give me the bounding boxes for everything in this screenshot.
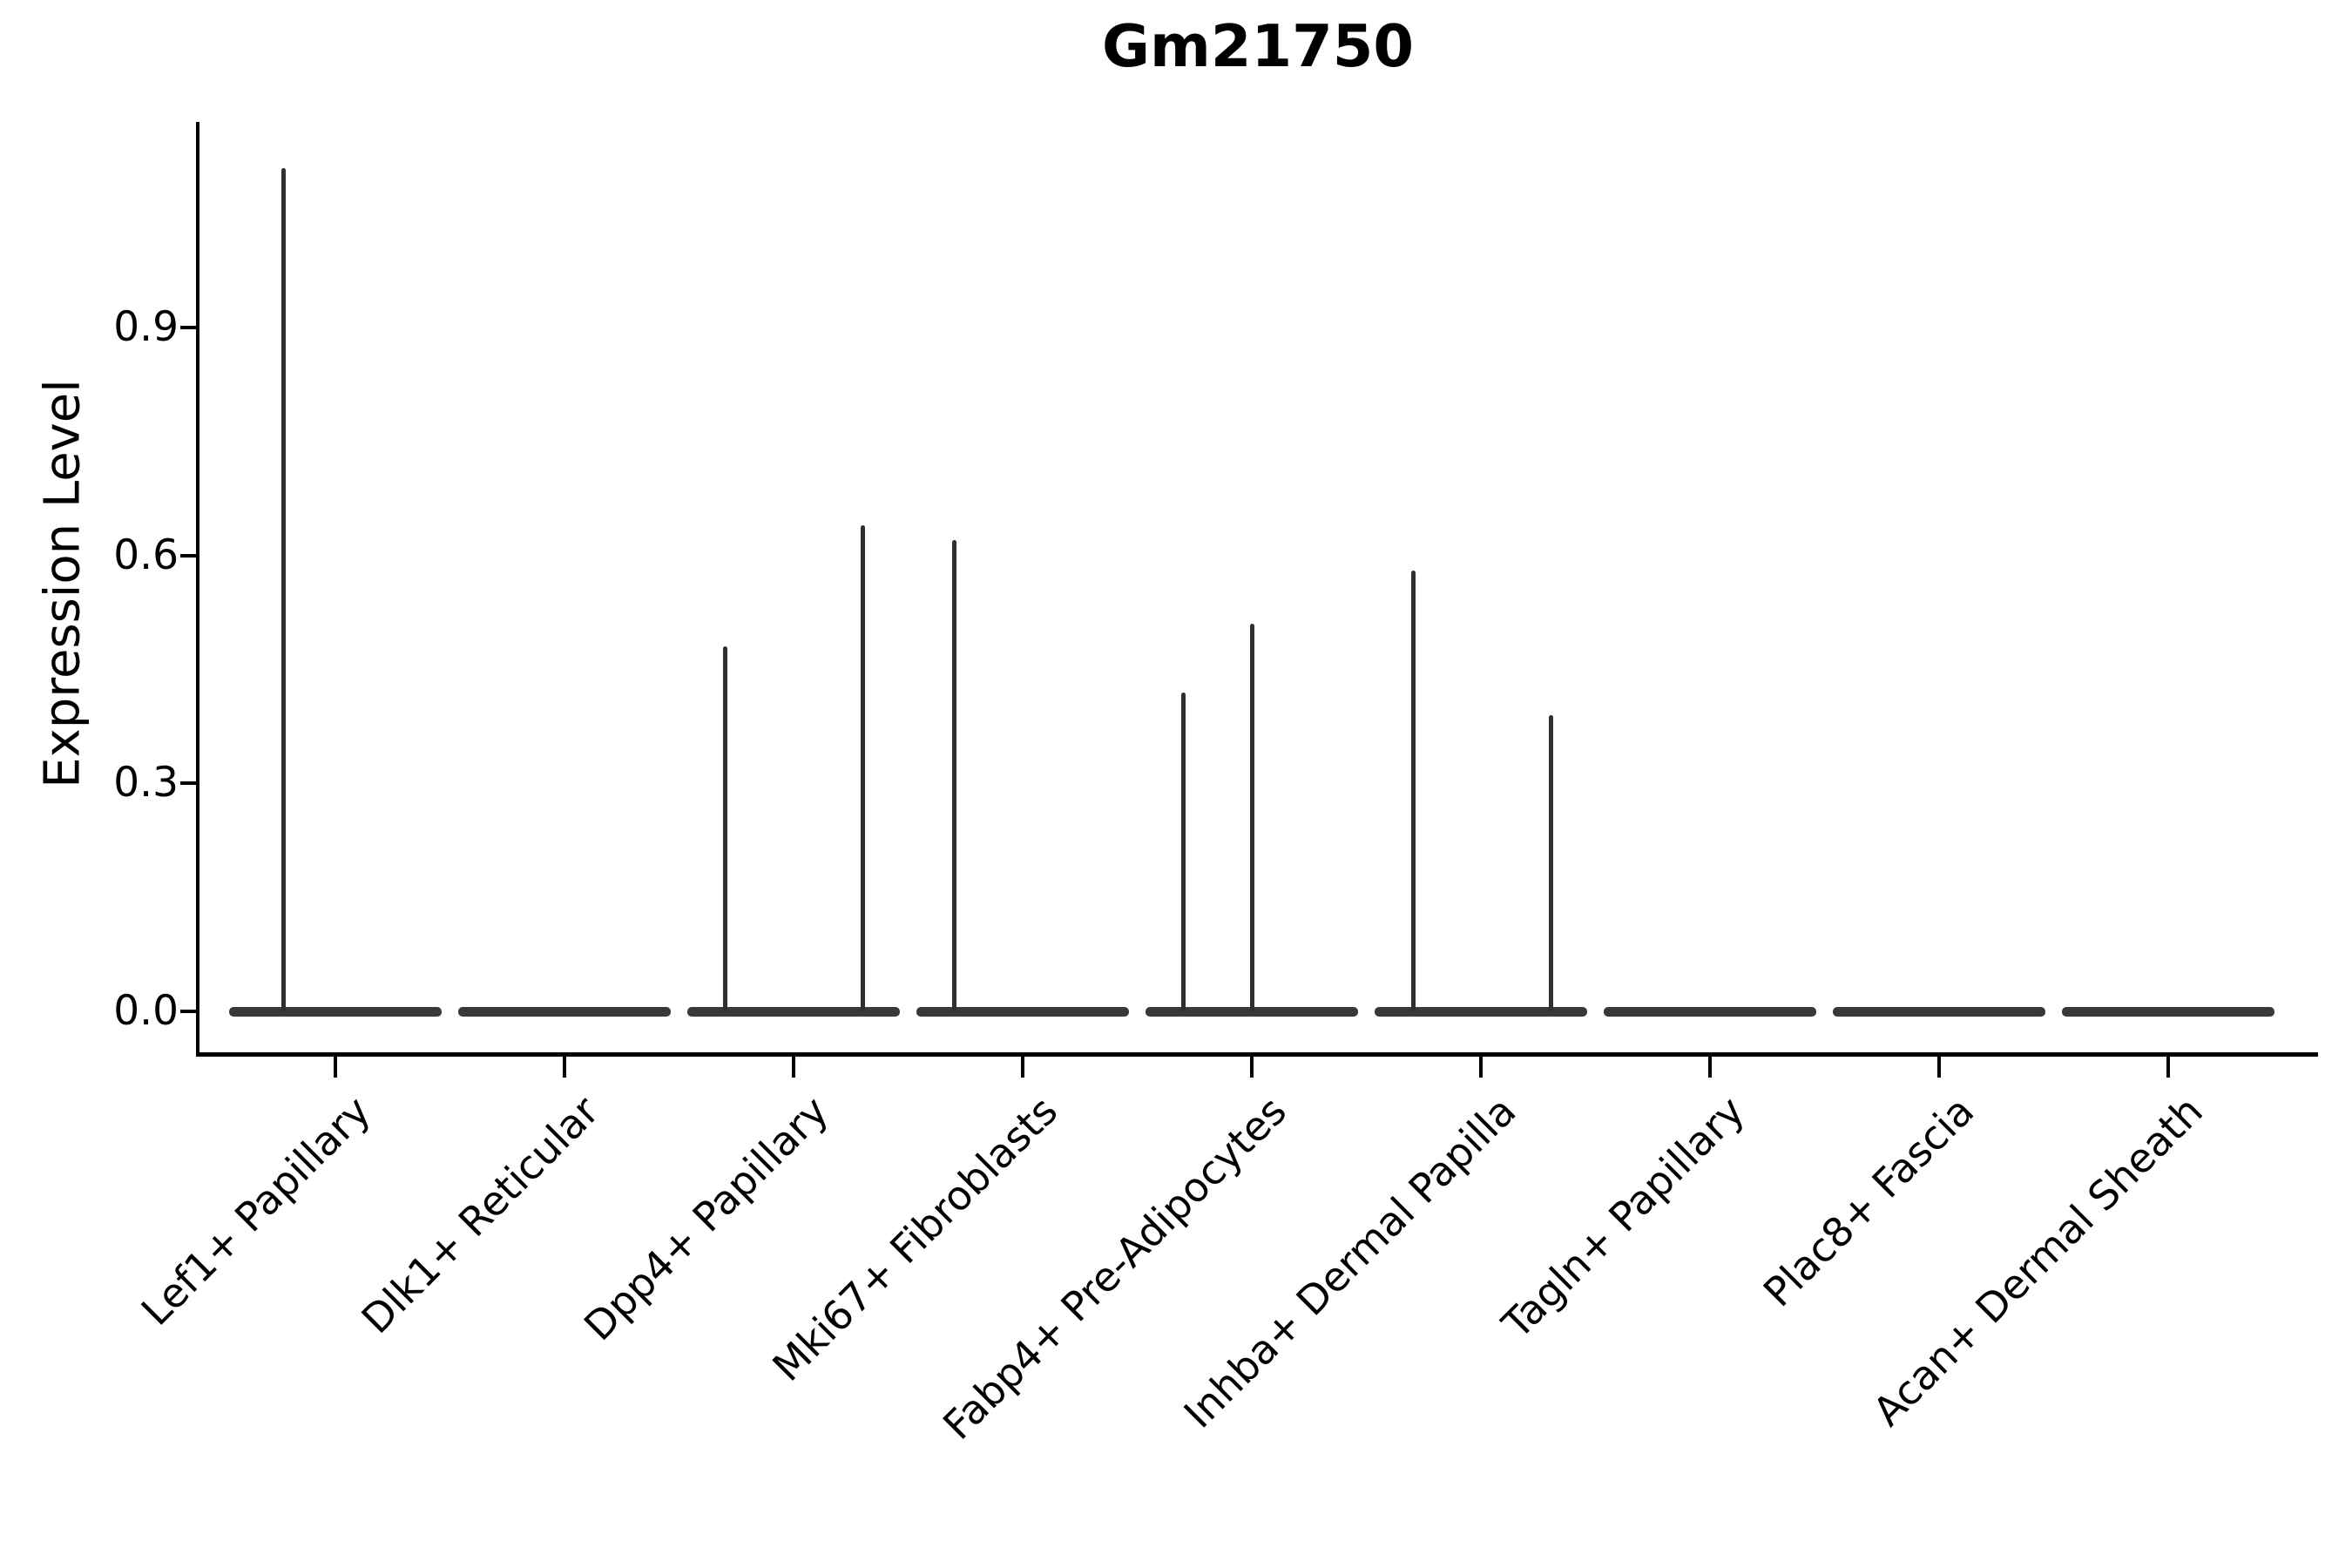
y-axis-spine: [196, 122, 199, 1057]
y-axis-tick: [180, 326, 198, 330]
y-axis-tick: [180, 553, 198, 558]
violin-spike: [1180, 692, 1186, 1011]
x-axis-tick: [1250, 1057, 1254, 1078]
y-axis-tick-label: 0.6: [113, 531, 179, 579]
x-axis-tick-label: Lef1+ Papillary: [132, 1087, 380, 1335]
violin-body: [2062, 1006, 2274, 1017]
y-axis-tick-label: 0.0: [113, 987, 179, 1035]
violin-spike: [1249, 624, 1254, 1011]
x-axis-tick: [563, 1057, 566, 1078]
violin-spike: [1410, 571, 1416, 1011]
violin-spike: [860, 524, 865, 1011]
violin-body: [229, 1006, 442, 1017]
y-axis-label: Expression Level: [34, 379, 91, 788]
chart-title: Gm21750: [1102, 12, 1414, 80]
x-axis-tick: [1021, 1057, 1024, 1078]
y-axis-tick-label: 0.9: [113, 303, 179, 352]
x-axis-tick: [1708, 1057, 1712, 1078]
y-axis-tick: [180, 781, 198, 786]
y-axis-tick: [180, 1010, 198, 1013]
violin-body: [1146, 1006, 1358, 1017]
x-axis-tick-label: Dlk1+ Reticular: [352, 1087, 609, 1343]
x-axis-tick: [1937, 1057, 1941, 1078]
y-axis-tick-label: 0.3: [113, 759, 179, 808]
x-axis-tick: [1479, 1057, 1483, 1078]
x-axis-tick: [334, 1057, 337, 1078]
x-axis-tick: [792, 1057, 795, 1078]
x-axis-tick-label: Dpp4+ Papillary: [574, 1087, 838, 1350]
violin-spike: [951, 540, 956, 1011]
violin-body: [1604, 1006, 1816, 1017]
violin-body: [1375, 1006, 1587, 1017]
violin-spike: [722, 646, 727, 1011]
violin-body: [916, 1006, 1129, 1017]
x-axis-tick-label: Plac8+ Fascia: [1754, 1087, 1984, 1316]
x-axis-tick: [2166, 1057, 2170, 1078]
x-axis-tick-label: Tagln+ Papillary: [1493, 1087, 1754, 1348]
violin-spike: [1548, 714, 1553, 1011]
violin-spike: [280, 167, 286, 1011]
violin-body: [1833, 1006, 2045, 1017]
violin-body: [458, 1006, 671, 1017]
x-axis-spine: [196, 1052, 2318, 1057]
violin-body: [687, 1006, 900, 1017]
